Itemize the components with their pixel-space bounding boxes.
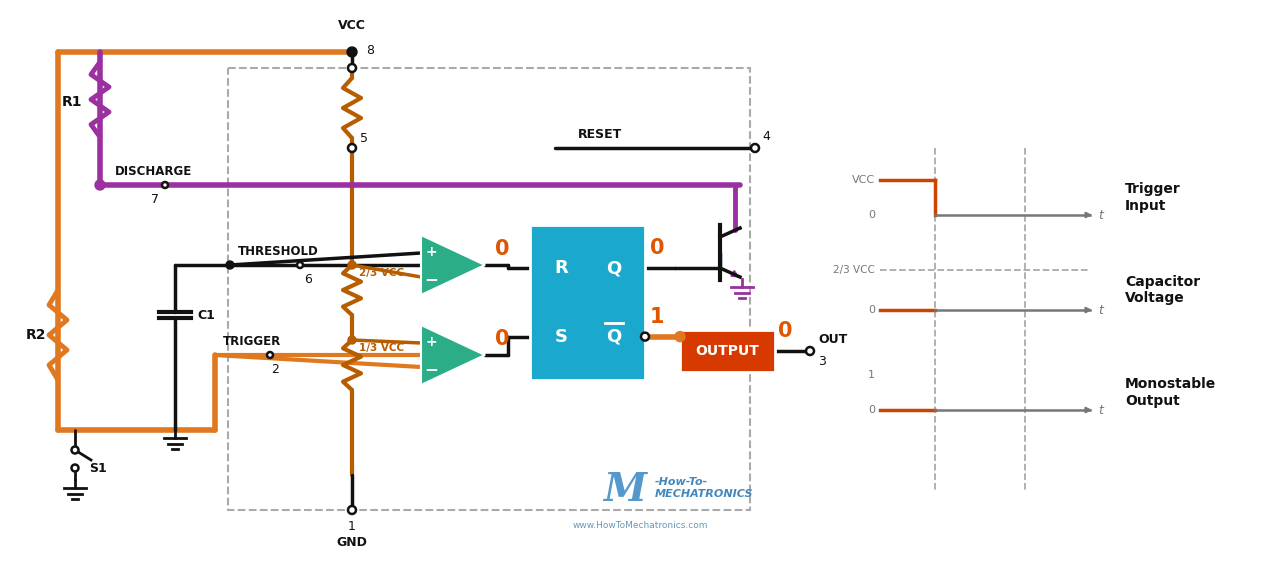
Circle shape bbox=[163, 182, 168, 188]
Polygon shape bbox=[421, 325, 485, 385]
Circle shape bbox=[95, 180, 105, 190]
Text: 0: 0 bbox=[495, 329, 509, 349]
Text: TRIGGER: TRIGGER bbox=[223, 335, 282, 348]
Text: OUTPUT: OUTPUT bbox=[695, 344, 759, 358]
Text: 0: 0 bbox=[778, 321, 792, 341]
Text: 1: 1 bbox=[348, 520, 356, 533]
Circle shape bbox=[297, 262, 303, 268]
Circle shape bbox=[347, 47, 357, 57]
Text: DISCHARGE: DISCHARGE bbox=[115, 165, 192, 178]
Circle shape bbox=[641, 333, 649, 340]
Text: RESET: RESET bbox=[577, 128, 622, 141]
Text: −: − bbox=[424, 270, 438, 288]
Text: GND: GND bbox=[337, 536, 367, 549]
FancyBboxPatch shape bbox=[680, 330, 774, 372]
Circle shape bbox=[72, 465, 78, 472]
Text: +: + bbox=[425, 335, 436, 349]
Text: 0: 0 bbox=[868, 405, 876, 415]
Text: M: M bbox=[603, 471, 646, 509]
Text: 1/3 VCC: 1/3 VCC bbox=[358, 343, 404, 353]
Text: 8: 8 bbox=[366, 44, 374, 56]
Circle shape bbox=[806, 347, 814, 355]
Text: 0: 0 bbox=[650, 238, 664, 258]
Text: 1: 1 bbox=[650, 306, 664, 326]
Text: THRESHOLD: THRESHOLD bbox=[238, 245, 319, 258]
FancyBboxPatch shape bbox=[530, 225, 645, 380]
Text: t: t bbox=[1098, 209, 1103, 222]
Text: R1: R1 bbox=[61, 95, 82, 109]
Circle shape bbox=[268, 352, 273, 358]
Text: 3: 3 bbox=[818, 355, 826, 368]
Text: 5: 5 bbox=[360, 132, 369, 145]
Text: 0: 0 bbox=[868, 305, 876, 315]
Circle shape bbox=[751, 144, 759, 152]
Text: C1: C1 bbox=[197, 309, 215, 322]
Text: Monostable
Output: Monostable Output bbox=[1125, 377, 1216, 407]
Circle shape bbox=[348, 64, 356, 72]
Text: 2/3 VCC: 2/3 VCC bbox=[358, 268, 404, 278]
Text: Q: Q bbox=[607, 328, 622, 346]
Polygon shape bbox=[421, 235, 485, 295]
Text: Trigger
Input: Trigger Input bbox=[1125, 182, 1180, 213]
Text: S1: S1 bbox=[90, 462, 106, 475]
Circle shape bbox=[675, 332, 685, 342]
Text: 1: 1 bbox=[868, 370, 876, 380]
Text: +: + bbox=[425, 245, 436, 259]
Text: www.HowToMechatronics.com: www.HowToMechatronics.com bbox=[572, 520, 708, 530]
Circle shape bbox=[72, 446, 78, 453]
Text: OUT: OUT bbox=[818, 332, 847, 346]
Text: t: t bbox=[1098, 303, 1103, 316]
Text: Capacitor
Voltage: Capacitor Voltage bbox=[1125, 275, 1201, 305]
Circle shape bbox=[348, 261, 356, 269]
Text: 6: 6 bbox=[305, 272, 312, 286]
Text: 0: 0 bbox=[868, 210, 876, 220]
Circle shape bbox=[227, 261, 234, 269]
Text: −: − bbox=[424, 360, 438, 378]
Text: 7: 7 bbox=[151, 192, 159, 205]
Text: t: t bbox=[1098, 403, 1103, 416]
Circle shape bbox=[348, 144, 356, 152]
Text: VCC: VCC bbox=[338, 18, 366, 32]
Text: 4: 4 bbox=[762, 129, 769, 142]
Text: R: R bbox=[554, 259, 568, 278]
Text: -How-To-
MECHATRONICS: -How-To- MECHATRONICS bbox=[655, 477, 754, 499]
Text: Q: Q bbox=[607, 259, 622, 278]
Text: S: S bbox=[554, 328, 567, 346]
Text: 0: 0 bbox=[495, 239, 509, 259]
Text: 2: 2 bbox=[271, 362, 279, 376]
Text: R2: R2 bbox=[26, 328, 46, 342]
Circle shape bbox=[348, 506, 356, 514]
Text: VCC: VCC bbox=[852, 175, 876, 185]
Text: 2/3 VCC: 2/3 VCC bbox=[833, 265, 876, 275]
Circle shape bbox=[348, 336, 356, 344]
